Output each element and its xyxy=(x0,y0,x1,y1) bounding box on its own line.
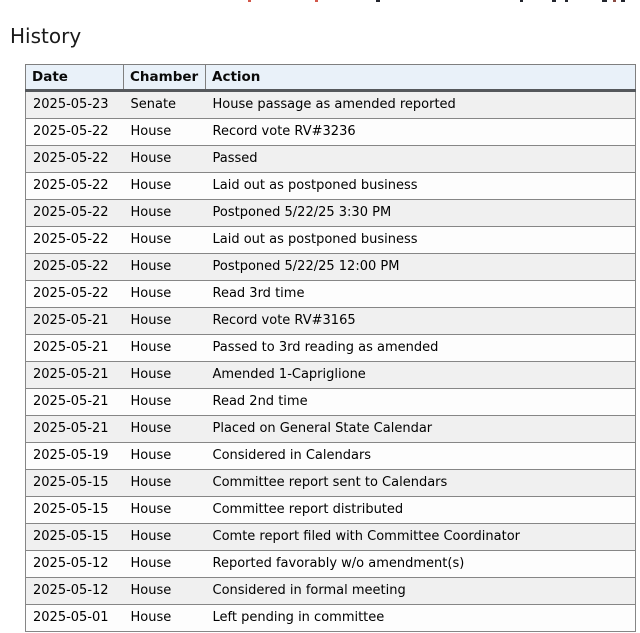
chamber-cell: House xyxy=(123,118,206,146)
clipped-text-fragment xyxy=(621,0,625,2)
date-cell: 2025-05-22 xyxy=(25,118,124,146)
date-cell: 2025-05-21 xyxy=(25,361,124,389)
column-header-date: Date xyxy=(25,64,124,92)
table-header-row: Date Chamber Action xyxy=(25,64,636,92)
chamber-cell: House xyxy=(123,199,206,227)
action-cell: Laid out as postponed business xyxy=(205,226,636,254)
clipped-text-fragment xyxy=(248,0,251,2)
action-cell: Committee report distributed xyxy=(205,496,636,524)
date-cell: 2025-05-21 xyxy=(25,388,124,416)
action-cell: Amended 1-Capriglione xyxy=(205,361,636,389)
action-cell: Read 2nd time xyxy=(205,388,636,416)
date-cell: 2025-05-22 xyxy=(25,280,124,308)
date-cell: 2025-05-15 xyxy=(25,523,124,551)
action-cell: Passed xyxy=(205,145,636,173)
clipped-text-fragment xyxy=(552,0,556,2)
chamber-cell: House xyxy=(123,604,206,632)
action-cell: House passage as amended reported xyxy=(205,90,636,119)
action-cell: Record vote RV#3236 xyxy=(205,118,636,146)
table-row: 2025-05-23 Senate House passage as amended… xyxy=(25,90,636,119)
table-row: 2025-05-21 House Amended 1-Capriglione xyxy=(25,361,636,389)
table-row: 2025-05-22 House Laid out as postponed bus… xyxy=(25,172,636,200)
date-cell: 2025-05-15 xyxy=(25,496,124,524)
table-row: 2025-05-15 House Comte report filed with C… xyxy=(25,523,636,551)
chamber-cell: House xyxy=(123,469,206,497)
table-row: 2025-05-12 House Considered in formal meet… xyxy=(25,577,636,605)
date-cell: 2025-05-22 xyxy=(25,145,124,173)
action-cell: Considered in formal meeting xyxy=(205,577,636,605)
table-row: 2025-05-21 House Record vote RV#3165 xyxy=(25,307,636,335)
date-cell: 2025-05-22 xyxy=(25,199,124,227)
table-row: 2025-05-22 House Postponed 5/22/25 3:30 PM xyxy=(25,199,636,227)
chamber-cell: House xyxy=(123,226,206,254)
action-cell: Postponed 5/22/25 3:30 PM xyxy=(205,199,636,227)
clipped-text-fragment xyxy=(520,0,523,2)
table-row: 2025-05-22 House Postponed 5/22/25 12:00 P… xyxy=(25,253,636,281)
chamber-cell: House xyxy=(123,577,206,605)
chamber-cell: House xyxy=(123,307,206,335)
date-cell: 2025-05-12 xyxy=(25,577,124,605)
date-cell: 2025-05-12 xyxy=(25,550,124,578)
chamber-cell: House xyxy=(123,415,206,443)
clipped-previous-section-text xyxy=(0,0,640,3)
action-cell: Committee report sent to Calendars xyxy=(205,469,636,497)
date-cell: 2025-05-22 xyxy=(25,226,124,254)
date-cell: 2025-05-01 xyxy=(25,604,124,632)
clipped-text-fragment xyxy=(376,0,380,2)
table-row: 2025-05-22 House Laid out as postponed bus… xyxy=(25,226,636,254)
date-cell: 2025-05-22 xyxy=(25,172,124,200)
page-title: History xyxy=(10,24,82,48)
table-row: 2025-05-21 House Read 2nd time xyxy=(25,388,636,416)
action-cell: Read 3rd time xyxy=(205,280,636,308)
chamber-cell: Senate xyxy=(123,90,206,119)
table-row: 2025-05-15 House Committee report distribu… xyxy=(25,496,636,524)
chamber-cell: House xyxy=(123,253,206,281)
action-cell: Left pending in committee xyxy=(205,604,636,632)
action-cell: Laid out as postponed business xyxy=(205,172,636,200)
table-row: 2025-05-19 House Considered in Calendars xyxy=(25,442,636,470)
chamber-cell: House xyxy=(123,496,206,524)
chamber-cell: House xyxy=(123,280,206,308)
chamber-cell: House xyxy=(123,388,206,416)
chamber-cell: House xyxy=(123,145,206,173)
action-cell: Postponed 5/22/25 12:00 PM xyxy=(205,253,636,281)
date-cell: 2025-05-21 xyxy=(25,334,124,362)
date-cell: 2025-05-22 xyxy=(25,253,124,281)
date-cell: 2025-05-21 xyxy=(25,307,124,335)
date-cell: 2025-05-21 xyxy=(25,415,124,443)
chamber-cell: House xyxy=(123,550,206,578)
table-row: 2025-05-01 House Left pending in committee xyxy=(25,604,636,632)
action-cell: Reported favorably w/o amendment(s) xyxy=(205,550,636,578)
chamber-cell: House xyxy=(123,361,206,389)
date-cell: 2025-05-23 xyxy=(25,90,124,119)
table-row: 2025-05-21 House Placed on General State C… xyxy=(25,415,636,443)
clipped-text-fragment xyxy=(565,0,568,2)
chamber-cell: House xyxy=(123,523,206,551)
table-row: 2025-05-22 House Record vote RV#3236 xyxy=(25,118,636,146)
history-table: Date Chamber Action 2025-05-23 Senate Hous… xyxy=(25,64,636,632)
chamber-cell: House xyxy=(123,442,206,470)
action-cell: Comte report filed with Committee Coordi… xyxy=(205,523,636,551)
chamber-cell: House xyxy=(123,172,206,200)
table-row: 2025-05-15 House Committee report sent to … xyxy=(25,469,636,497)
history-rows: 2025-05-23 Senate House passage as amended… xyxy=(25,90,636,632)
clipped-text-fragment xyxy=(613,0,616,2)
date-cell: 2025-05-19 xyxy=(25,442,124,470)
date-cell: 2025-05-15 xyxy=(25,469,124,497)
table-row: 2025-05-12 House Reported favorably w/o am… xyxy=(25,550,636,578)
clipped-text-fragment xyxy=(315,0,318,2)
table-row: 2025-05-22 House Read 3rd time xyxy=(25,280,636,308)
action-cell: Placed on General State Calendar xyxy=(205,415,636,443)
action-cell: Passed to 3rd reading as amended xyxy=(205,334,636,362)
table-row: 2025-05-21 House Passed to 3rd reading as … xyxy=(25,334,636,362)
action-cell: Record vote RV#3165 xyxy=(205,307,636,335)
column-header-action: Action xyxy=(205,64,636,92)
table-row: 2025-05-22 House Passed xyxy=(25,145,636,173)
column-header-chamber: Chamber xyxy=(123,64,206,92)
chamber-cell: House xyxy=(123,334,206,362)
clipped-text-fragment xyxy=(602,0,607,2)
action-cell: Considered in Calendars xyxy=(205,442,636,470)
